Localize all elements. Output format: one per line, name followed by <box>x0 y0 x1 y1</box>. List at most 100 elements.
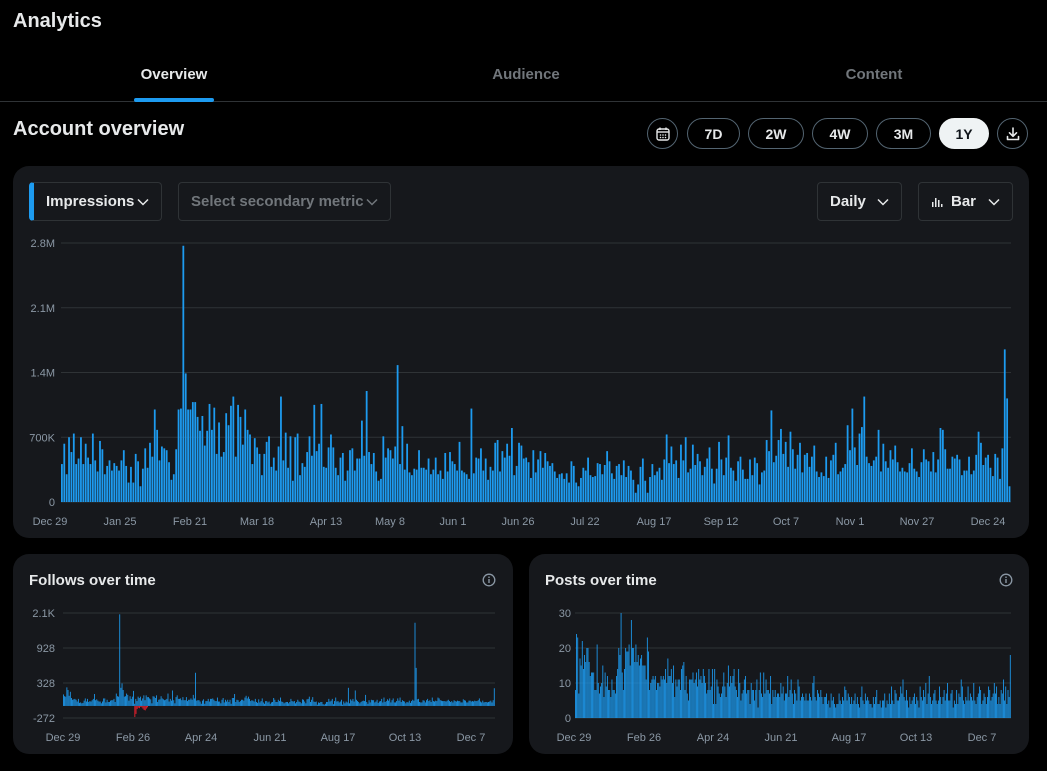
chart-bar <box>476 701 478 706</box>
chart-bar <box>627 465 630 502</box>
chart-bar <box>299 701 301 706</box>
chart-bar <box>739 456 742 502</box>
chart-bar <box>892 700 894 718</box>
chart-bar <box>177 698 179 706</box>
chart-bar <box>148 697 149 706</box>
chart-bar <box>847 693 849 718</box>
chart-bar <box>461 470 463 502</box>
tab-content[interactable]: Content <box>830 54 918 102</box>
secondary-metric-select[interactable]: Select secondary metric <box>178 182 391 221</box>
chart-bar <box>618 464 620 502</box>
chart-bar <box>211 698 213 706</box>
chart-bar <box>805 693 807 718</box>
range-7d-button[interactable]: 7D <box>687 118 740 149</box>
range-3m-button[interactable]: 3M <box>876 118 931 149</box>
chart-bar <box>746 478 749 503</box>
chart-bar <box>781 693 783 718</box>
chart-type-select[interactable]: Bar <box>918 182 1013 221</box>
chart-bar <box>906 472 909 502</box>
chart-bar <box>876 690 878 718</box>
chart-bar <box>990 700 992 718</box>
chart-bar <box>179 698 180 706</box>
chart-bar <box>420 467 423 502</box>
chart-bar <box>455 701 457 706</box>
chart-bar <box>99 701 101 706</box>
chart-bar <box>149 442 151 502</box>
tab-audience[interactable]: Audience <box>480 54 572 102</box>
chart-bar <box>120 460 123 503</box>
chart-bar <box>734 686 736 718</box>
chart-bar <box>843 700 845 718</box>
chart-bar <box>330 434 332 502</box>
info-icon[interactable] <box>999 573 1013 587</box>
chart-bar <box>82 702 84 706</box>
chart-bar <box>244 409 247 502</box>
chart-bar <box>183 700 185 706</box>
chart-bar <box>703 466 706 502</box>
chart-bar <box>966 700 968 718</box>
chart-bar <box>808 693 810 718</box>
chart-bar <box>1006 398 1009 502</box>
chart-bar <box>803 454 806 502</box>
chart-bar <box>239 701 241 706</box>
chart-bar <box>403 701 404 706</box>
chart-bar <box>296 433 299 502</box>
chart-bar <box>719 697 721 718</box>
chart-bar <box>1003 679 1004 718</box>
chart-bar <box>94 694 95 706</box>
chart-bar <box>761 472 763 502</box>
chart-bar <box>326 701 327 706</box>
chart-bar <box>578 693 580 718</box>
calendar-button[interactable] <box>647 118 678 149</box>
chart-bar <box>1008 486 1011 502</box>
info-icon[interactable] <box>482 573 496 587</box>
chart-bar <box>904 700 906 718</box>
x-tick-label: Mar 18 <box>240 516 274 528</box>
download-button[interactable] <box>997 118 1028 149</box>
chart-bar <box>779 697 781 718</box>
chart-bar <box>1000 690 1002 718</box>
chart-bar <box>280 697 282 706</box>
chart-bar <box>895 693 897 718</box>
chart-bar <box>273 697 275 706</box>
range-4w-button[interactable]: 4W <box>812 118 868 149</box>
chart-bar <box>191 402 194 502</box>
granularity-select[interactable]: Daily <box>817 182 902 221</box>
chart-bar <box>67 690 69 706</box>
chart-bar <box>811 456 813 502</box>
chart-bar <box>868 463 870 502</box>
chart-bar <box>231 697 233 706</box>
x-tick-label: Aug 17 <box>637 516 672 528</box>
chart-bar <box>439 470 442 502</box>
chart-bar <box>774 690 776 718</box>
chart-bar <box>650 683 652 718</box>
chart-bar <box>970 474 973 502</box>
chart-bar <box>618 648 620 718</box>
range-1y-button[interactable]: 1Y <box>939 118 989 149</box>
chart-bar <box>951 690 953 718</box>
chart-bar <box>832 697 834 718</box>
chart-bar <box>281 701 283 706</box>
chart-bar <box>72 433 75 502</box>
chart-bar <box>911 448 913 502</box>
chart-bar <box>144 700 146 706</box>
primary-metric-value: Impressions <box>46 193 135 210</box>
tab-overview[interactable]: Overview <box>134 54 214 102</box>
chart-bar <box>387 448 389 502</box>
chart-bar <box>675 679 677 718</box>
chart-bar <box>89 701 91 706</box>
chart-bar <box>450 701 452 706</box>
chart-bar <box>949 700 951 718</box>
chart-bar <box>424 702 426 706</box>
chart-bar <box>363 455 366 502</box>
chart-bar <box>114 701 116 706</box>
chart-bar <box>89 464 92 502</box>
chart-bar <box>923 690 924 718</box>
chart-bar <box>641 655 643 718</box>
primary-metric-select[interactable]: Impressions <box>29 182 162 221</box>
chart-bar <box>290 698 292 706</box>
range-2w-button[interactable]: 2W <box>748 118 804 149</box>
chart-bar <box>565 473 568 502</box>
chart-bar <box>314 701 316 706</box>
chart-bar <box>664 679 665 718</box>
